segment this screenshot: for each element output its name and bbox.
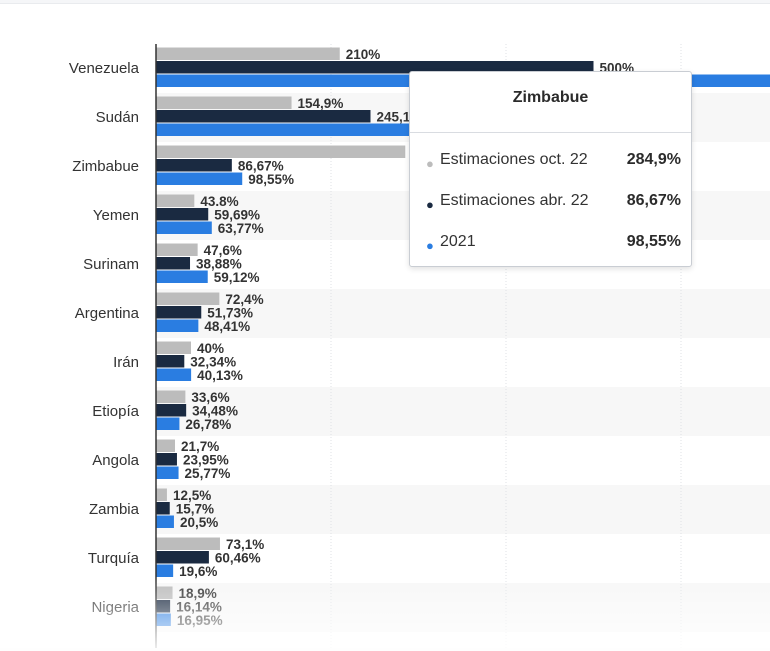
- bar-2021: [156, 368, 192, 381]
- bar-2021: [156, 270, 208, 283]
- tooltip-dot-2021: ●: [426, 238, 434, 253]
- bar-abr22: [156, 355, 185, 368]
- data-label-oct22: 40%: [197, 341, 224, 356]
- data-label-abr22: 59,69%: [214, 208, 260, 223]
- bar-oct22: [156, 439, 175, 452]
- tooltip: Zimbabue ● Estimaciones oct. 22 284,9% ●…: [409, 71, 692, 267]
- tooltip-dot-oct22: ●: [426, 156, 434, 171]
- tooltip-value-oct22: 284,9%: [626, 151, 681, 168]
- tooltip-value-abr22: 86,67%: [626, 192, 681, 209]
- row-band: [156, 583, 770, 632]
- tooltip-label-2021: 2021: [440, 233, 476, 250]
- category-label: Yemen: [93, 207, 139, 224]
- bar-abr22: [156, 61, 594, 74]
- bar-2021: [156, 417, 180, 430]
- bar-2021: [156, 221, 212, 234]
- tooltip-label-abr22: Estimaciones abr. 22: [440, 192, 589, 209]
- bar-2021: [156, 466, 179, 479]
- bar-oct22: [156, 96, 292, 109]
- data-label-oct22: 154,9%: [298, 96, 344, 111]
- data-label-oct22: 72,4%: [225, 292, 263, 307]
- bar-abr22: [156, 551, 209, 564]
- data-label-2021: 40,13%: [197, 368, 243, 383]
- data-label-oct22: 12,5%: [173, 488, 211, 503]
- bar-2021: [156, 613, 171, 626]
- tooltip-dot-abr22: ●: [426, 197, 434, 212]
- row-band: [156, 289, 770, 338]
- bar-oct22: [156, 194, 195, 207]
- category-label: Argentina: [75, 305, 140, 322]
- tooltip-divider: [410, 132, 691, 133]
- data-label-2021: 20,5%: [180, 515, 218, 530]
- data-label-abr22: 86,67%: [238, 159, 284, 174]
- data-label-abr22: 51,73%: [207, 306, 253, 321]
- data-label-oct22: 210%: [346, 47, 381, 62]
- bar-oct22: [156, 586, 173, 599]
- chart-card: Venezuela210%500%Sudán154,9%245,14%359,0…: [0, 3, 770, 651]
- tooltip-row-abr22: ● Estimaciones abr. 22 86,67%: [426, 192, 681, 214]
- bar-oct22: [156, 390, 186, 403]
- bar-abr22: [156, 306, 202, 319]
- bar-2021: [156, 319, 199, 332]
- bar-abr22: [156, 110, 371, 123]
- data-label-oct22: 33,6%: [191, 390, 229, 405]
- row-band: [156, 387, 770, 436]
- data-label-oct22: 21,7%: [181, 439, 219, 454]
- bar-abr22: [156, 257, 191, 270]
- tooltip-label-oct22: Estimaciones oct. 22: [440, 151, 588, 168]
- bar-abr22: [156, 502, 170, 515]
- data-label-abr22: 38,88%: [196, 257, 242, 272]
- bar-2021: [156, 123, 471, 136]
- bar-abr22: [156, 453, 177, 466]
- category-label: Nigeria: [91, 599, 139, 616]
- tooltip-row-2021: ● 2021 98,55%: [426, 233, 681, 255]
- data-label-2021: 16,95%: [177, 613, 223, 628]
- category-label: Zimbabue: [72, 158, 139, 175]
- bar-oct22: [156, 243, 198, 256]
- category-label: Turquía: [88, 550, 140, 567]
- bar-oct22: [156, 145, 406, 158]
- category-label: Zambia: [89, 501, 140, 518]
- bar-oct22: [156, 341, 191, 354]
- data-label-2021: 59,12%: [214, 270, 260, 285]
- category-label: Irán: [113, 354, 139, 371]
- bar-2021: [156, 564, 174, 577]
- data-label-oct22: 47,6%: [204, 243, 242, 258]
- row-band: [156, 485, 770, 534]
- category-label: Venezuela: [69, 60, 140, 77]
- data-label-2021: 26,78%: [185, 417, 231, 432]
- data-label-2021: 98,55%: [248, 172, 294, 187]
- data-label-2021: 25,77%: [185, 466, 231, 481]
- data-label-abr22: 15,7%: [176, 502, 214, 517]
- category-label: Etiopía: [92, 403, 139, 420]
- data-label-abr22: 32,34%: [190, 355, 236, 370]
- bar-abr22: [156, 600, 171, 613]
- bar-oct22: [156, 292, 220, 305]
- tooltip-row-oct22: ● Estimaciones oct. 22 284,9%: [426, 151, 681, 173]
- bar-oct22: [156, 537, 220, 550]
- data-label-oct22: 73,1%: [226, 537, 264, 552]
- data-label-2021: 63,77%: [218, 221, 264, 236]
- category-label: Angola: [92, 452, 139, 469]
- data-label-2021: 19,6%: [179, 564, 217, 579]
- data-label-2021: 48,41%: [204, 319, 250, 334]
- bar-oct22: [156, 488, 167, 501]
- data-label-abr22: 23,95%: [183, 453, 229, 468]
- bar-2021: [156, 172, 243, 185]
- category-label: Sudán: [96, 109, 139, 126]
- bar-abr22: [156, 208, 209, 221]
- data-label-abr22: 34,48%: [192, 404, 238, 419]
- data-label-oct22: 43.8%: [200, 194, 238, 209]
- data-label-abr22: 60,46%: [215, 551, 261, 566]
- bar-abr22: [156, 159, 232, 172]
- tooltip-title: Zimbabue: [512, 89, 589, 106]
- category-label: Surinam: [83, 256, 139, 273]
- bar-2021: [156, 515, 174, 528]
- bar-abr22: [156, 404, 187, 417]
- bar-oct22: [156, 47, 340, 60]
- tooltip-value-2021: 98,55%: [626, 233, 681, 250]
